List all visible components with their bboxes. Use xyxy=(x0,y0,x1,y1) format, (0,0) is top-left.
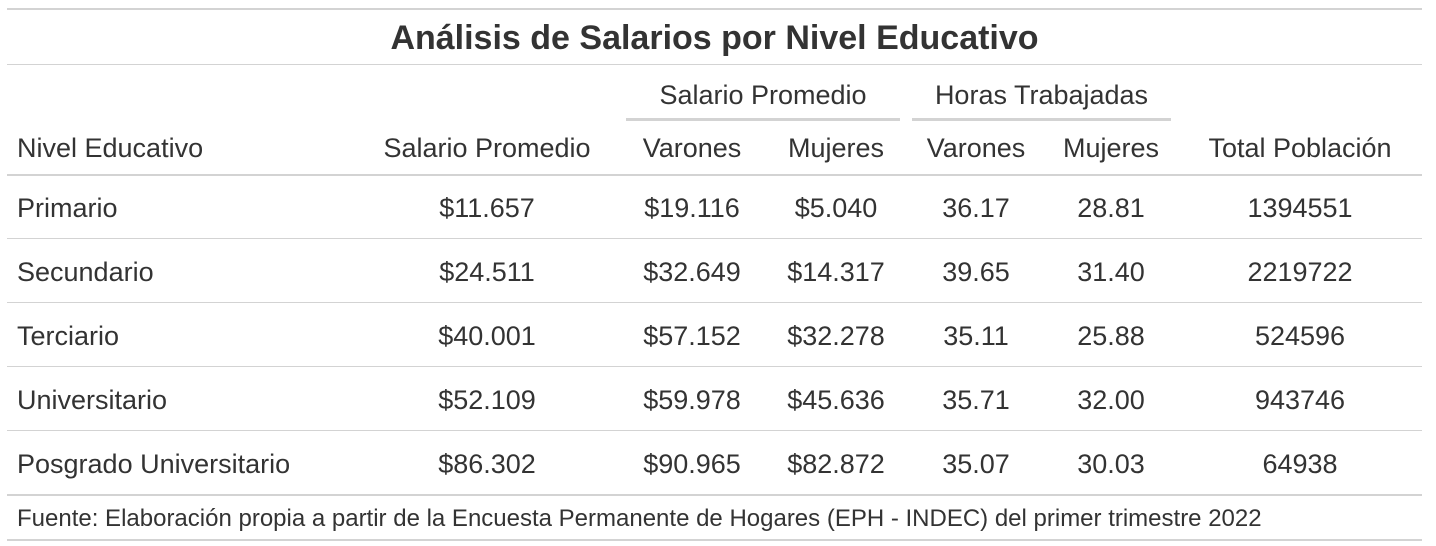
source-note: Fuente: Elaboración propia a partir de l… xyxy=(17,505,1262,532)
row-2-nivel: Secundario xyxy=(17,257,154,287)
row-divider xyxy=(7,302,1422,303)
spanner-salario-promedio: Salario Promedio xyxy=(659,80,867,110)
row-4-nivel: Universitario xyxy=(17,385,168,415)
col-header-salario-varones: Varones xyxy=(642,133,742,163)
row-4-salario-varones: $59.978 xyxy=(643,385,741,415)
row-1-salario-varones: $19.116 xyxy=(644,193,740,223)
row-4-horas-varones: 35.71 xyxy=(942,385,1010,415)
row-3-nivel: Terciario xyxy=(17,321,120,351)
row-5-salario-promedio: $86.302 xyxy=(438,449,536,479)
row-5-horas-varones: 35.07 xyxy=(942,449,1010,479)
col-header-horas-varones: Varones xyxy=(926,133,1026,163)
col-header-total-poblacion: Total Población xyxy=(1208,133,1392,163)
row-5-total-poblacion: 64938 xyxy=(1262,449,1338,479)
row-1-total-poblacion: 1394551 xyxy=(1247,193,1353,223)
row-2-salario-promedio: $24.511 xyxy=(439,257,535,287)
row-5-nivel: Posgrado Universitario xyxy=(17,449,291,479)
row-3-horas-varones: 35.11 xyxy=(943,321,1009,351)
col-header-salario-mujeres: Mujeres xyxy=(787,133,885,163)
header-bottom-border xyxy=(7,174,1422,176)
row-2-horas-mujeres: 31.40 xyxy=(1077,257,1145,287)
row-5-salario-mujeres: $82.872 xyxy=(787,449,885,479)
row-1-horas-varones: 36.17 xyxy=(942,193,1010,223)
col-header-nivel-educativo: Nivel Educativo xyxy=(17,133,204,163)
row-3-total-poblacion: 524596 xyxy=(1254,321,1346,351)
spanner-horas-trabajadas: Horas Trabajadas xyxy=(934,80,1149,110)
row-2-salario-varones: $32.649 xyxy=(643,257,741,287)
row-4-salario-mujeres: $45.636 xyxy=(787,385,885,415)
row-1-nivel: Primario xyxy=(17,193,118,223)
row-4-total-poblacion: 943746 xyxy=(1254,385,1346,415)
row-5-horas-mujeres: 30.03 xyxy=(1077,449,1145,479)
row-divider xyxy=(7,366,1422,367)
row-2-total-poblacion: 2219722 xyxy=(1247,257,1353,287)
row-1-salario-mujeres: $5.040 xyxy=(794,193,878,223)
row-3-salario-mujeres: $32.278 xyxy=(787,321,885,351)
table-body-bottom-border xyxy=(7,494,1422,496)
row-3-salario-promedio: $40.001 xyxy=(438,321,536,351)
row-divider xyxy=(7,430,1422,431)
row-4-salario-promedio: $52.109 xyxy=(438,385,536,415)
col-header-horas-mujeres: Mujeres xyxy=(1062,133,1160,163)
row-4-horas-mujeres: 32.00 xyxy=(1077,385,1145,415)
spanner-salario-underline xyxy=(626,118,900,121)
row-2-horas-varones: 39.65 xyxy=(942,257,1010,287)
row-1-horas-mujeres: 28.81 xyxy=(1077,193,1145,223)
row-5-salario-varones: $90.965 xyxy=(643,449,741,479)
col-header-salario-promedio: Salario Promedio xyxy=(383,133,591,163)
table-title: Análisis de Salarios por Nivel Educativo xyxy=(390,19,1039,57)
row-3-salario-varones: $57.152 xyxy=(643,321,741,351)
row-divider xyxy=(7,238,1422,239)
row-1-salario-promedio: $11.657 xyxy=(439,193,535,223)
spanner-horas-underline xyxy=(912,118,1171,121)
row-2-salario-mujeres: $14.317 xyxy=(787,257,885,287)
table-bottom-border xyxy=(7,539,1422,541)
table-top-border xyxy=(7,8,1422,10)
row-3-horas-mujeres: 25.88 xyxy=(1077,321,1145,351)
title-divider xyxy=(7,64,1422,65)
